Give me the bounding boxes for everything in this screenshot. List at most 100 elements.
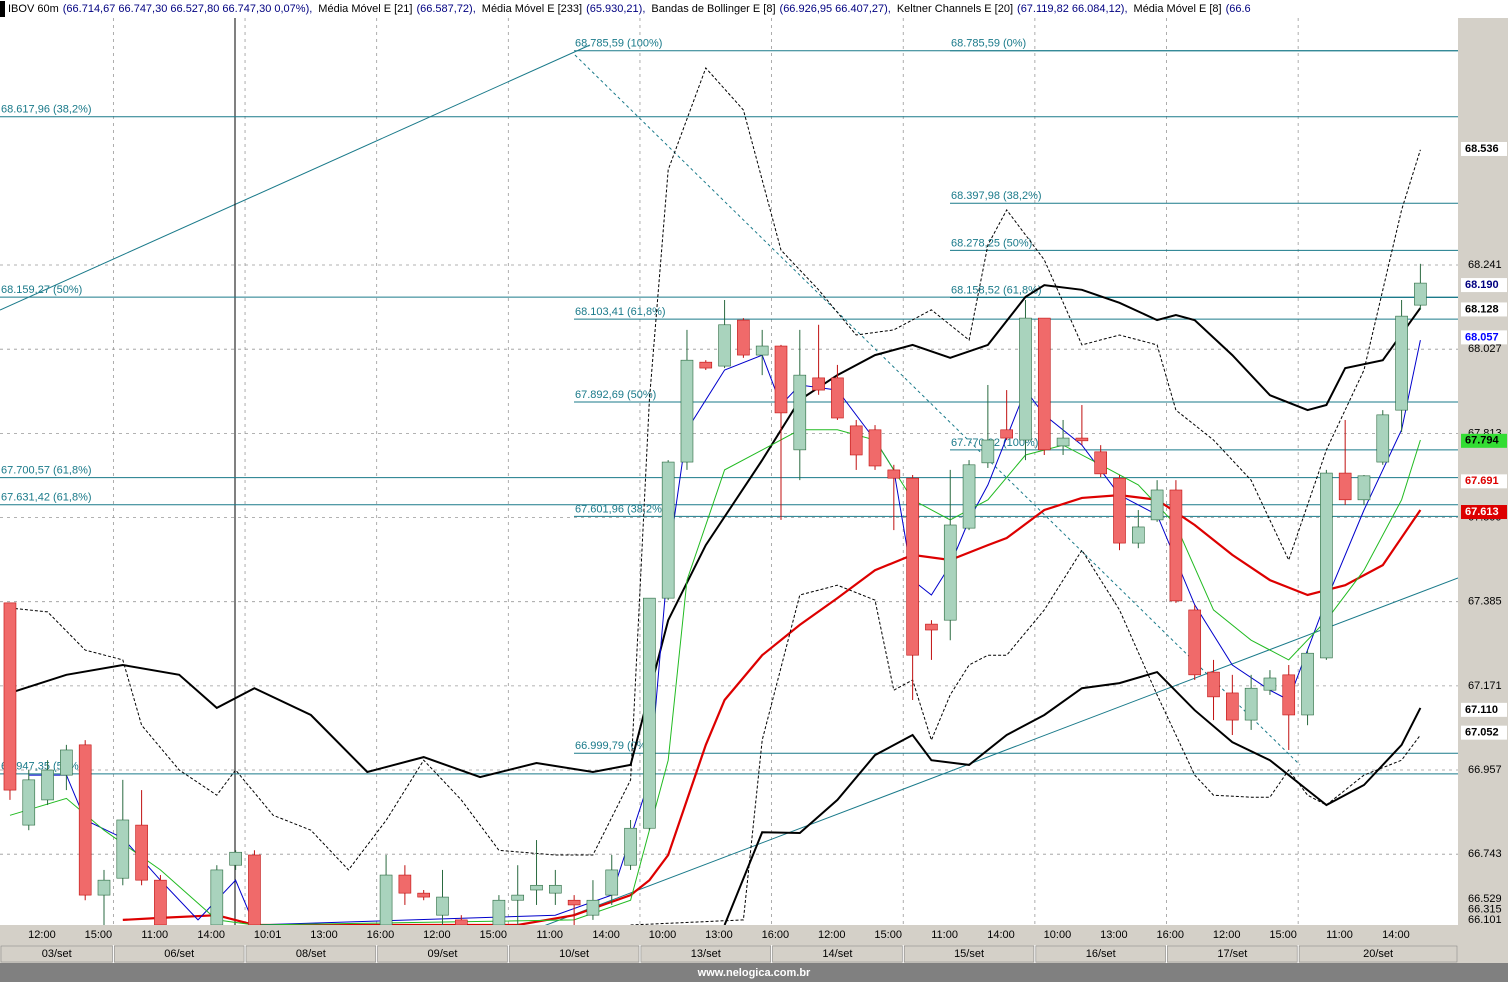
y-tick-label: 66.315 <box>1468 903 1502 915</box>
fib-label: 68.278,25 (50%) <box>951 237 1032 249</box>
legend-values: (67.119,82 66.084,12), <box>1017 3 1128 15</box>
date-cell <box>0 945 113 963</box>
date-cell <box>377 945 508 963</box>
indicator-line <box>9 284 1422 779</box>
footer: www.nelogica.com.br <box>697 967 811 979</box>
candle-body <box>1320 472 1333 659</box>
header-icon <box>0 1 5 17</box>
candle-body <box>248 854 261 925</box>
candle-body <box>605 869 619 896</box>
candle-body <box>793 374 807 451</box>
date-cell <box>1167 945 1298 963</box>
trend-line <box>574 54 1301 766</box>
candle-body <box>22 779 36 826</box>
candle-body <box>868 429 882 467</box>
candle-body <box>755 345 769 356</box>
x-tick-label: 15:00 <box>874 929 902 941</box>
date-label: 03/set <box>42 948 72 960</box>
candle-body <box>1019 317 1032 441</box>
candle-body <box>60 749 73 776</box>
candle-body <box>154 879 167 925</box>
legend-name: Média Móvel E [21] <box>318 3 412 15</box>
candle-body <box>718 324 731 367</box>
candle-body <box>1263 677 1277 691</box>
x-tick-label: 13:00 <box>705 929 733 941</box>
candle-body <box>1169 489 1183 602</box>
x-tick-label: 12:00 <box>423 929 451 941</box>
date-label: 14/set <box>822 948 852 960</box>
legend-name: IBOV 60m <box>8 3 59 15</box>
x-tick-label: 14:00 <box>197 929 225 941</box>
x-tick-label: 12:00 <box>28 929 56 941</box>
candle-body <box>210 869 224 925</box>
fib-label: 66.999,79 (0%) <box>575 740 650 752</box>
legend-name: Bandas de Bollinger E [8] <box>651 3 775 15</box>
candle-body <box>455 919 468 925</box>
fib-label: 67.892,69 (50%) <box>575 389 656 401</box>
y-tick-label: 66.957 <box>1468 764 1502 776</box>
candle-body <box>492 899 506 925</box>
candle-body <box>1132 526 1145 544</box>
legend-name: Keltner Channels E [20] <box>897 3 1013 15</box>
candle-body <box>1150 489 1164 521</box>
candle-body <box>831 377 844 419</box>
x-tick-label: 16:00 <box>1157 929 1185 941</box>
price-marker <box>1461 433 1507 448</box>
price-marker-label: 68.190 <box>1465 279 1499 291</box>
price-marker-label: 67.052 <box>1465 727 1499 739</box>
candle-body <box>1056 437 1070 447</box>
time-axis-panel <box>0 925 1508 945</box>
price-marker <box>1461 702 1507 717</box>
candle-body <box>567 899 581 906</box>
candle-body <box>1113 477 1126 544</box>
candle-body <box>906 477 919 656</box>
candle-body <box>887 469 901 479</box>
x-tick-label: 11:00 <box>1326 929 1353 941</box>
candle-body <box>1376 414 1390 463</box>
fib-label: 68.103,41 (61,8%) <box>575 306 666 318</box>
date-label: 10/set <box>559 948 589 960</box>
date-cell <box>772 945 903 963</box>
price-marker-label: 68.057 <box>1465 331 1499 343</box>
fib-label: 68.158,52 (61,8%) <box>951 284 1042 296</box>
fib-label: 68.785,59 (0%) <box>951 38 1026 50</box>
x-tick-label: 13:00 <box>1100 929 1128 941</box>
date-label: 09/set <box>428 948 458 960</box>
x-tick-label: 13:00 <box>310 929 338 941</box>
fib-label: 67.601,96 (38,2%) <box>575 503 666 515</box>
price-marker-label: 67.613 <box>1465 506 1499 518</box>
candle-body <box>774 345 788 414</box>
legend-values: (66.714,67 66.747,30 66.527,80 66.747,30… <box>63 3 313 15</box>
candle-body <box>643 597 656 829</box>
candle-body <box>1301 652 1314 716</box>
candle-body <box>1094 451 1107 475</box>
price-marker-label: 67.794 <box>1465 435 1500 447</box>
legend-values: (66.587,72), <box>416 3 475 15</box>
price-marker-label: 67.691 <box>1465 475 1499 487</box>
candle-body <box>511 894 525 901</box>
price-marker <box>1461 725 1507 740</box>
legend-values: (65.930,21), <box>586 3 645 15</box>
candle-body <box>41 769 54 801</box>
footer-panel <box>0 963 1508 982</box>
date-label: 16/set <box>1086 948 1116 960</box>
fib-label: 67.631,42 (61,8%) <box>1 492 92 504</box>
x-tick-label: 16:00 <box>762 929 790 941</box>
candle-body <box>661 461 675 599</box>
y-tick-label: 67.171 <box>1468 680 1502 692</box>
date-cell <box>640 945 771 963</box>
price-marker <box>1461 302 1507 317</box>
date-label: 15/set <box>954 948 984 960</box>
candle-body <box>624 827 637 866</box>
candle-body <box>1395 315 1408 411</box>
date-label: 13/set <box>691 948 721 960</box>
x-tick-label: 10:00 <box>649 929 677 941</box>
date-label: 20/set <box>1363 948 1393 960</box>
candle-body <box>849 425 863 456</box>
price-marker <box>1461 474 1507 489</box>
candle-body <box>1207 671 1220 698</box>
x-tick-label: 15:00 <box>85 929 113 941</box>
candle-body <box>1338 472 1352 501</box>
